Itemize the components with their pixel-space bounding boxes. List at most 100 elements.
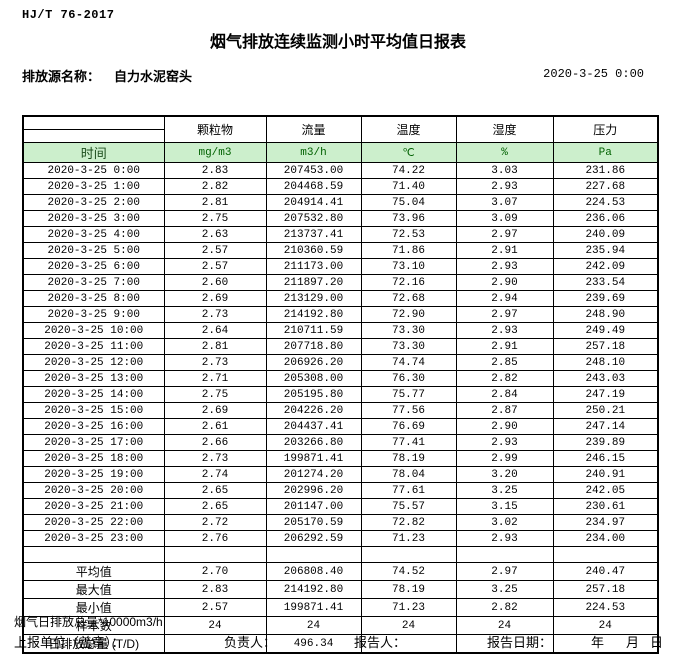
table-header: 颗粒物 流量 温度 湿度 压力 时间 mg/m3 m3/h ℃ % Pa	[22, 115, 659, 163]
pressure-cell: 235.94	[552, 242, 659, 259]
flow-cell: 203266.80	[265, 434, 362, 451]
flow-cell: 199871.41	[265, 450, 362, 467]
pressure-cell: 239.89	[552, 434, 659, 451]
pressure-cell: 250.21	[552, 402, 659, 419]
time-cell: 2020-3-25 3:00	[22, 210, 165, 227]
humidity-cell: 2.91	[455, 338, 554, 355]
summary-row: 样本数 24 24 24 24 24	[22, 616, 659, 635]
time-cell: 2020-3-25 22:00	[22, 514, 165, 531]
pressure-cell: 243.03	[552, 370, 659, 387]
particulate-cell: 2.74	[163, 466, 267, 483]
spacer-cell	[455, 546, 554, 563]
particulate-cell: 2.66	[163, 434, 267, 451]
flow-cell: 202996.20	[265, 482, 362, 499]
flow-cell: 204226.20	[265, 402, 362, 419]
particulate-cell: 2.73	[163, 450, 267, 467]
report-datetime: 2020-3-25 0:00	[543, 67, 644, 81]
particulate-cell: 2.64	[163, 322, 267, 339]
time-cell: 2020-3-25 1:00	[22, 178, 165, 195]
particulate-cell: 2.72	[163, 514, 267, 531]
humidity-cell: 3.20	[455, 466, 554, 483]
temperature-cell: 72.90	[360, 306, 457, 323]
table-row: 2020-3-25 9:00 2.73 214192.80 72.90 2.97 248.…	[22, 306, 659, 323]
humidity-cell: 2.97	[455, 306, 554, 323]
pressure-cell: 240.09	[552, 226, 659, 243]
table-row: 2020-3-25 12:00 2.73 206926.20 74.74 2.85 248…	[22, 354, 659, 371]
col-header-temperature: 温度	[360, 115, 457, 143]
flow-cell: 207718.80	[265, 338, 362, 355]
time-cell: 2020-3-25 19:00	[22, 466, 165, 483]
table-row: 2020-3-25 17:00 2.66 203266.80 77.41 2.93 239…	[22, 434, 659, 451]
table-row: 2020-3-25 6:00 2.57 211173.00 73.10 2.93 242.…	[22, 258, 659, 275]
particulate-cell: 2.57	[163, 258, 267, 275]
time-cell: 2020-3-25 13:00	[22, 370, 165, 387]
time-column-header: 时间	[22, 142, 165, 163]
pressure-cell: 257.18	[552, 338, 659, 355]
temperature-cell: 74.22	[360, 162, 457, 179]
summary-row: 平均值 2.70 206808.40 74.52 2.97 240.47	[22, 562, 659, 581]
day-label: 日	[650, 635, 664, 650]
temperature-cell: 77.41	[360, 434, 457, 451]
temperature-cell: 78.19	[360, 450, 457, 467]
humidity-cell: 2.90	[455, 274, 554, 291]
temperature-cell: 72.68	[360, 290, 457, 307]
temperature-cell: 71.23	[360, 598, 457, 617]
spacer-cell	[265, 546, 362, 563]
humidity-cell: 3.03	[455, 162, 554, 179]
humidity-cell: 2.93	[455, 178, 554, 195]
unit-pressure: Pa	[552, 142, 659, 163]
pressure-cell: 234.00	[552, 530, 659, 547]
summary-label-cell: 日排放总量 (T/D)	[22, 634, 165, 654]
pressure-cell: 247.19	[552, 386, 659, 403]
spacer-row	[22, 546, 659, 563]
year-label: 年	[591, 635, 605, 650]
particulate-cell: 2.82	[163, 178, 267, 195]
particulate-cell: 2.65	[163, 482, 267, 499]
particulate-cell: 2.69	[163, 290, 267, 307]
humidity-cell: 3.25	[455, 580, 554, 599]
reporter-label: 报告人：	[354, 635, 407, 650]
particulate-cell: 2.76	[163, 530, 267, 547]
table-row: 2020-3-25 11:00 2.81 207718.80 73.30 2.91 257…	[22, 338, 659, 355]
time-cell: 2020-3-25 2:00	[22, 194, 165, 211]
humidity-cell: 3.07	[455, 194, 554, 211]
hourly-average-table: 颗粒物 流量 温度 湿度 压力 时间 mg/m3 m3/h ℃ % Pa 202…	[22, 115, 659, 654]
flow-cell: 214192.80	[265, 580, 362, 599]
pressure-cell: 234.97	[552, 514, 659, 531]
temperature-cell: 73.30	[360, 338, 457, 355]
spacer-cell	[360, 546, 457, 563]
temperature-cell: 76.30	[360, 370, 457, 387]
col-header-particulate: 颗粒物	[163, 115, 267, 143]
humidity-cell: 2.97	[455, 226, 554, 243]
temperature-cell: 71.23	[360, 530, 457, 547]
flow-cell: 206808.40	[265, 562, 362, 581]
particulate-cell: 2.70	[163, 562, 267, 581]
humidity-cell: 2.93	[455, 530, 554, 547]
header-row-top: 颗粒物 流量 温度 湿度 压力	[22, 115, 659, 143]
table-row: 2020-3-25 15:00 2.69 204226.20 77.56 2.87 250…	[22, 402, 659, 419]
temperature-cell: 75.04	[360, 194, 457, 211]
report-unit-label: 上报单位（盖章）：	[14, 635, 125, 650]
humidity-cell: 2.82	[455, 370, 554, 387]
flow-cell: 201147.00	[265, 498, 362, 515]
emission-source-label: 排放源名称：	[22, 69, 101, 84]
flow-cell: 205195.80	[265, 386, 362, 403]
temperature-cell: 71.40	[360, 178, 457, 195]
pressure-cell: 224.53	[552, 194, 659, 211]
flow-cell: 496.34	[265, 634, 362, 654]
temperature-cell: 73.96	[360, 210, 457, 227]
time-cell: 2020-3-25 6:00	[22, 258, 165, 275]
humidity-cell: 2.93	[455, 322, 554, 339]
summary-label-cell: 样本数	[22, 616, 165, 635]
temperature-cell: 75.77	[360, 386, 457, 403]
pressure-cell: 236.06	[552, 210, 659, 227]
emission-source-name: 自力水泥窑头	[114, 69, 193, 84]
table-row: 2020-3-25 2:00 2.81 204914.41 75.04 3.07 224.…	[22, 194, 659, 211]
table-row: 2020-3-25 3:00 2.75 207532.80 73.96 3.09 236.…	[22, 210, 659, 227]
temperature-cell: 77.56	[360, 402, 457, 419]
table-row: 2020-3-25 10:00 2.64 210711.59 73.30 2.93 249…	[22, 322, 659, 339]
pressure-cell: 242.05	[552, 482, 659, 499]
temperature-cell: 72.16	[360, 274, 457, 291]
time-cell: 2020-3-25 9:00	[22, 306, 165, 323]
corner-cell-top	[22, 115, 165, 130]
